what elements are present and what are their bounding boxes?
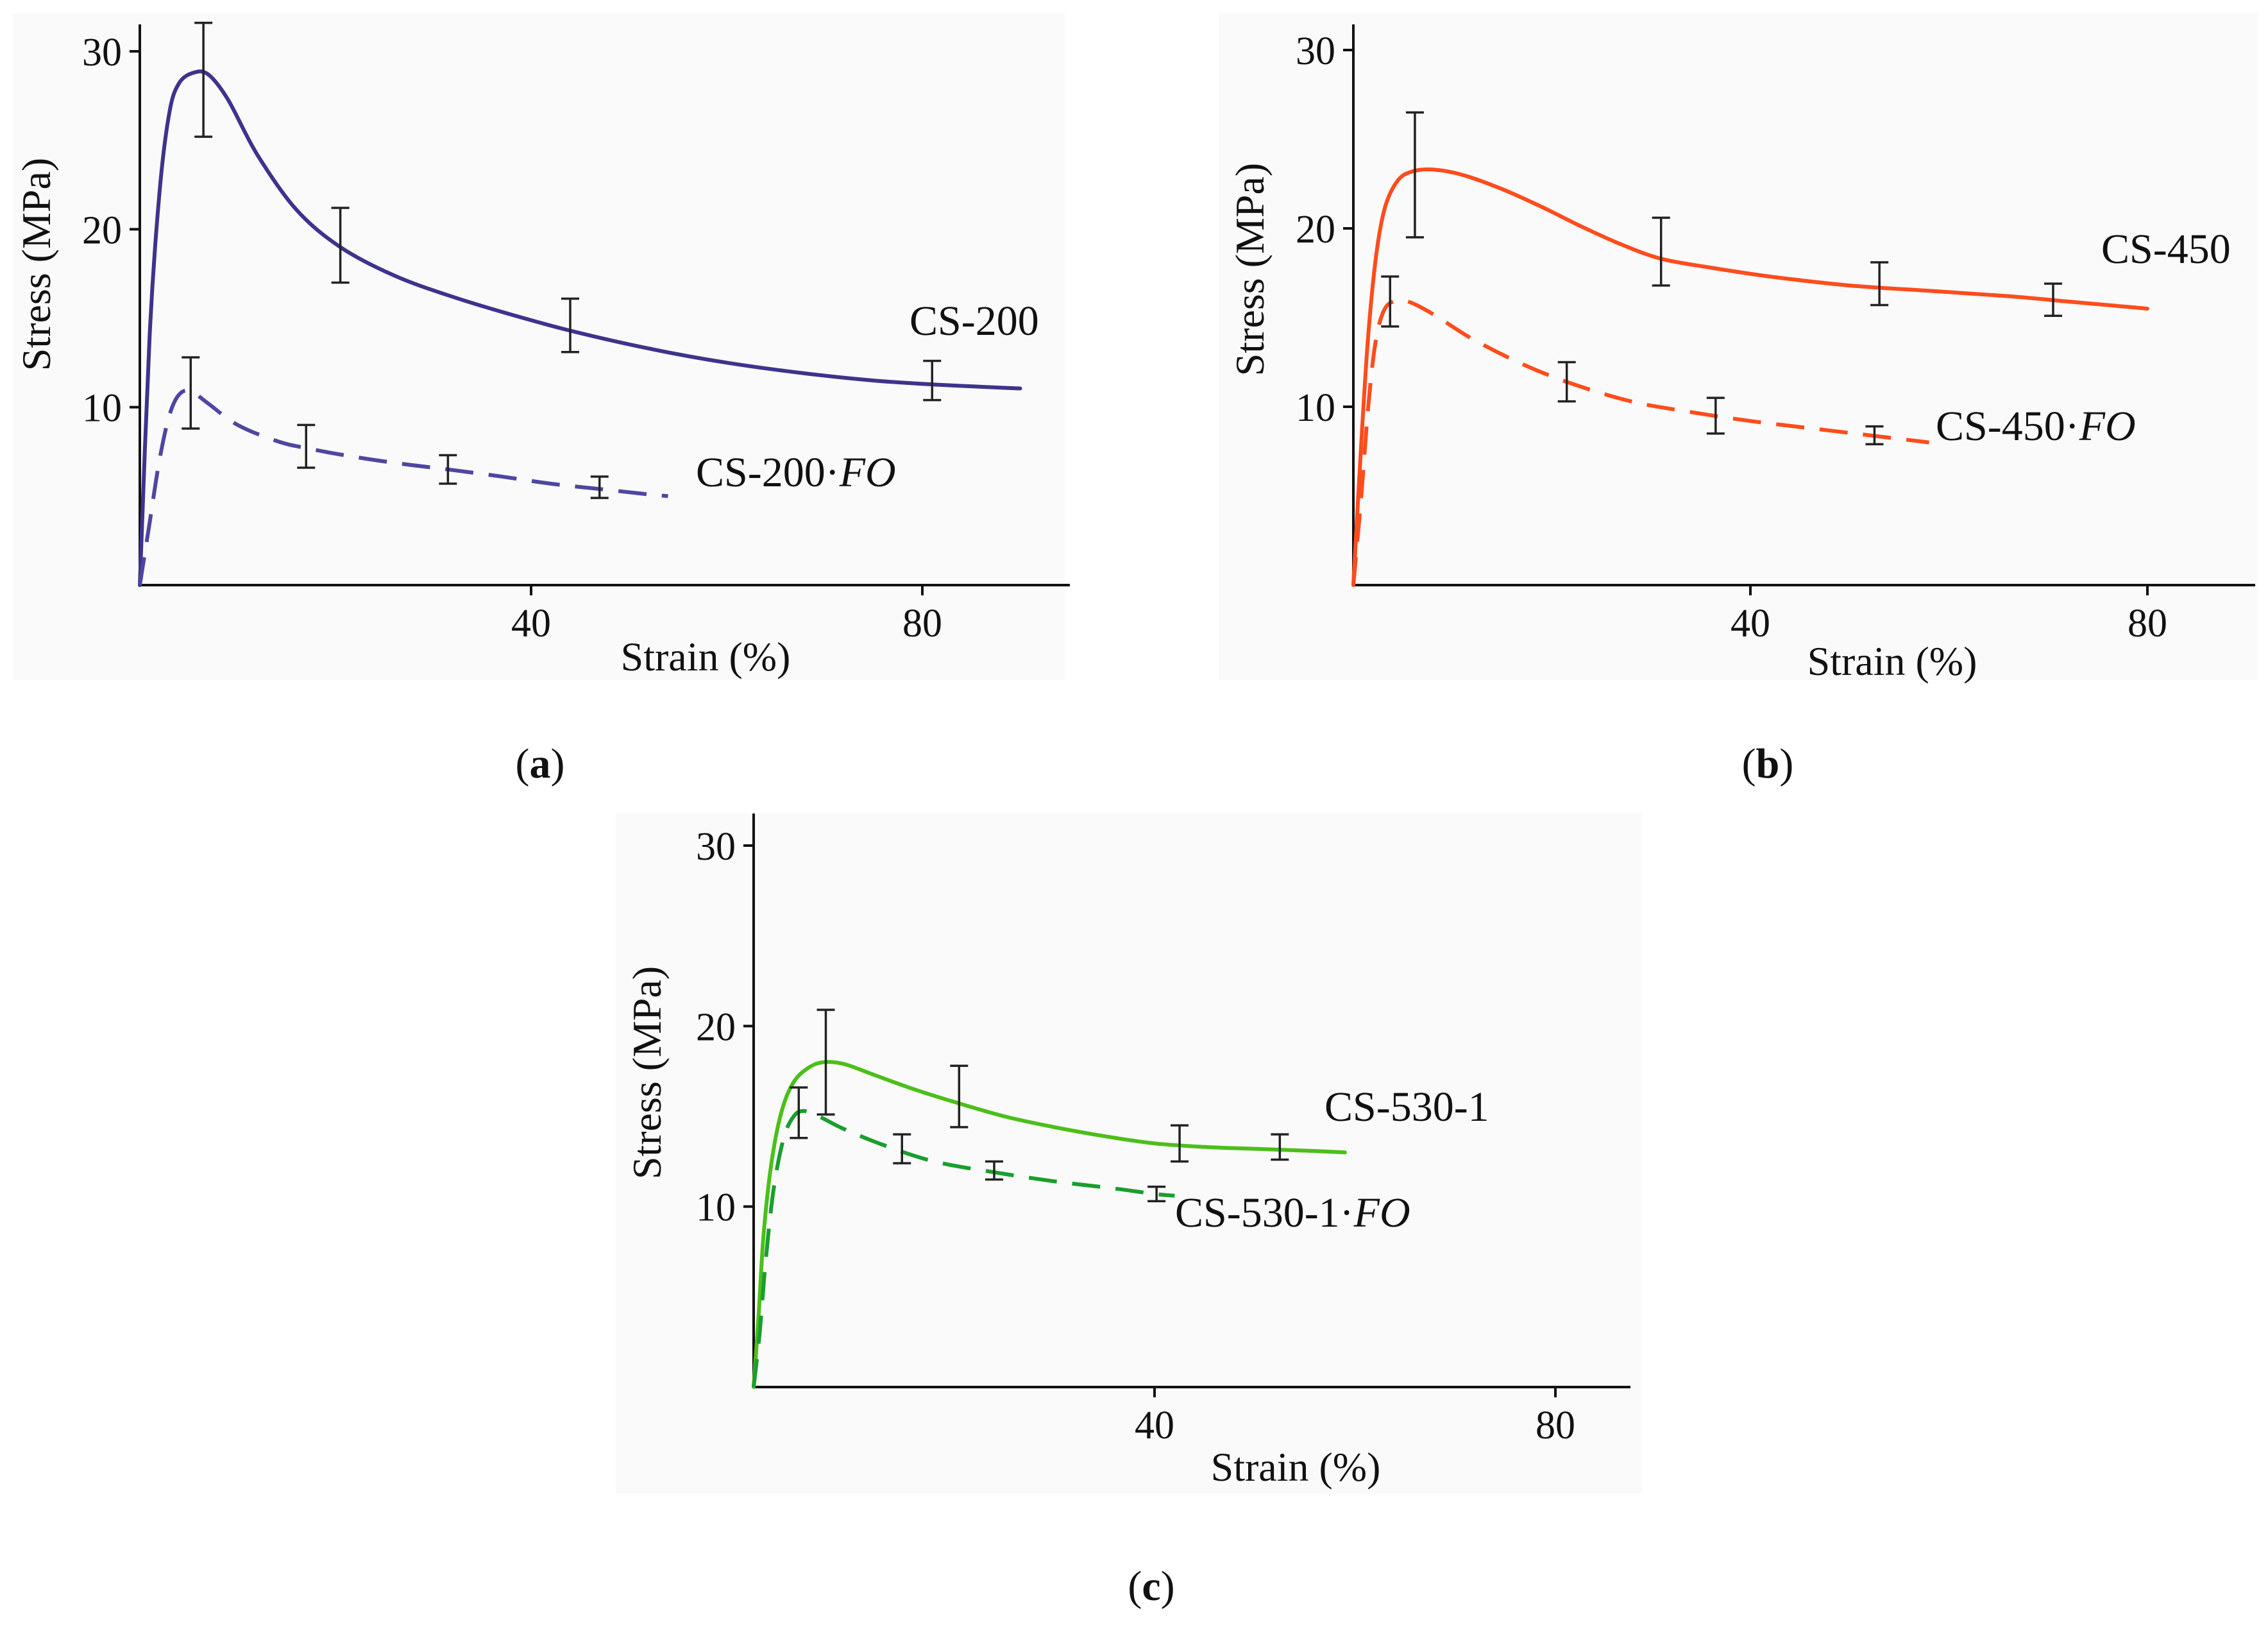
panel-c-error-bar-cs-530-1-fo-0 bbox=[790, 1086, 808, 1139]
panel-b-y-tick-label-2: 30 bbox=[1296, 30, 1335, 73]
panel-b-series-cs-450-fo-line bbox=[1351, 298, 1929, 586]
panel-c-error-bar-cs-530-1-2 bbox=[1171, 1124, 1189, 1163]
panel-b-label-cs-450-fo: CS-450·FO bbox=[1936, 403, 2136, 450]
panel-c-error-bar-cs-530-1-1 bbox=[950, 1064, 969, 1129]
panel-b-error-bar-cs-450-fo-1 bbox=[1557, 361, 1576, 403]
panel-b-plot-area: 40 80 10 20 30 bbox=[1296, 24, 2255, 645]
panel-a-error-bar-cs-200-3 bbox=[923, 359, 942, 402]
panel-c-x-ticks: 40 80 bbox=[1135, 1387, 1575, 1447]
panel-a-y-tick-label-2: 30 bbox=[82, 31, 122, 74]
panel-c-y-ticks: 10 20 30 bbox=[696, 825, 754, 1230]
panel-a-error-bar-cs-200-1 bbox=[331, 207, 350, 284]
panel-a-x-tick-label-1: 80 bbox=[902, 602, 942, 645]
panel-b-error-bar-cs-450-fo-0 bbox=[1381, 275, 1400, 328]
panel-a-label-cs-200: CS-200 bbox=[910, 298, 1039, 345]
panel-b-label-cs-450-fo-suffix: FO bbox=[2079, 403, 2136, 450]
panel-b-error-bar-cs-450-3 bbox=[2044, 282, 2062, 317]
panel-c-y-tick-label-1: 20 bbox=[696, 1005, 736, 1049]
panel-c-error-bar-cs-530-1-fo-1 bbox=[893, 1133, 911, 1164]
panel-b-caption: (b) bbox=[1742, 740, 1794, 787]
panel-a-error-bar-cs-200-2 bbox=[561, 297, 579, 354]
panel-a-series-cs-200-line bbox=[138, 69, 1022, 587]
panel-c-plot-area: 40 80 10 20 30 bbox=[696, 814, 1630, 1447]
panel-b-error-bars bbox=[1381, 111, 2062, 446]
panel-c-label-cs-530-1-fo-main: CS-530-1· bbox=[1175, 1189, 1354, 1236]
panel-b-series-cs-450-line bbox=[1351, 167, 2149, 587]
panel-c-error-bar-cs-530-1-fo-2 bbox=[985, 1160, 1003, 1181]
panel-b-y-axis-label: Stress (MPa) bbox=[1227, 163, 1273, 376]
panel-b-label-cs-450-fo-main: CS-450· bbox=[1936, 403, 2079, 450]
panel-b-x-tick-label-0: 40 bbox=[1731, 602, 1770, 645]
panel-a-label-cs-200-main: CS-200 bbox=[910, 298, 1039, 345]
panel-c-y-axis-label: Stress (MPa) bbox=[624, 966, 670, 1179]
panel-c-background bbox=[616, 814, 1642, 1494]
panel-b-error-bar-cs-450-fo-3 bbox=[1865, 425, 1884, 446]
panel-a-caption: (a) bbox=[516, 740, 565, 787]
panel-c-caption: (c) bbox=[1128, 1563, 1174, 1610]
panel-c-error-bar-cs-530-1-0 bbox=[817, 1009, 835, 1116]
panel-b-error-bar-cs-450-2 bbox=[1870, 261, 1889, 307]
panel-b-y-tick-label-1: 20 bbox=[1296, 208, 1335, 251]
panel-c: 40 80 10 20 30 Strain (%) Stress (MPa) C… bbox=[616, 814, 1642, 1610]
panel-a-error-bars bbox=[182, 21, 942, 499]
panel-a-error-bar-cs-200-fo-0 bbox=[182, 356, 200, 430]
panel-b-y-tick-label-0: 10 bbox=[1296, 386, 1335, 430]
panel-c-x-axis-label: Strain (%) bbox=[1211, 1444, 1381, 1490]
panel-c-error-bar-cs-530-1-fo-3 bbox=[1147, 1185, 1166, 1202]
panel-a-error-bar-cs-200-fo-3 bbox=[590, 475, 609, 499]
panel-c-label-cs-530-1-fo: CS-530-1·FO bbox=[1175, 1189, 1410, 1236]
panel-c-error-bar-cs-530-1-3 bbox=[1271, 1133, 1289, 1161]
panel-c-series-cs-530-1-line bbox=[752, 1060, 1347, 1389]
panel-c-label-cs-530-1: CS-530-1 bbox=[1324, 1084, 1489, 1130]
panel-a-series-cs-200-fo-line bbox=[138, 388, 668, 586]
panel-b-error-bar-cs-450-fo-2 bbox=[1706, 396, 1725, 435]
panel-b-x-ticks: 40 80 bbox=[1731, 585, 2167, 645]
panel-b: 40 80 10 20 30 Strain (%) Stress (MPa) C… bbox=[1219, 13, 2258, 787]
panel-b-label-cs-450: CS-450 bbox=[2101, 226, 2231, 273]
panel-a-x-ticks: 40 80 bbox=[511, 585, 942, 645]
panel-a-label-cs-200-fo-suffix: FO bbox=[839, 449, 896, 496]
panel-a-label-cs-200-fo-main: CS-200· bbox=[696, 449, 840, 496]
panel-c-label-cs-530-1-main: CS-530-1 bbox=[1324, 1084, 1489, 1130]
panel-a-x-tick-label-0: 40 bbox=[511, 602, 551, 645]
panel-a-error-bar-cs-200-fo-1 bbox=[297, 423, 316, 469]
panel-a-y-axis-label: Stress (MPa) bbox=[13, 158, 59, 371]
panel-b-error-bar-cs-450-0 bbox=[1405, 111, 1424, 239]
panel-c-y-tick-label-2: 30 bbox=[696, 825, 736, 869]
panel-a-y-tick-label-1: 20 bbox=[82, 209, 122, 252]
panel-a-label-cs-200-fo: CS-200·FO bbox=[696, 449, 896, 496]
panel-a-error-bar-cs-200-0 bbox=[194, 21, 213, 138]
panel-b-error-bar-cs-450-1 bbox=[1652, 216, 1670, 287]
panel-a-y-ticks: 10 20 30 bbox=[82, 31, 140, 430]
panel-c-label-cs-530-1-fo-suffix: FO bbox=[1353, 1189, 1410, 1236]
panel-c-error-bars bbox=[790, 1009, 1289, 1202]
panel-a-x-axis-label: Strain (%) bbox=[621, 634, 791, 679]
panel-b-background bbox=[1219, 13, 2258, 680]
panel-c-series-cs-530-1-fo-line bbox=[752, 1109, 1175, 1388]
panel-b-x-tick-label-1: 80 bbox=[2128, 602, 2167, 645]
panel-c-x-tick-label-0: 40 bbox=[1135, 1404, 1174, 1447]
panel-b-label-cs-450-main: CS-450 bbox=[2101, 226, 2231, 273]
panel-a: 40 80 10 20 30 Strain (%) Stress (MPa) C… bbox=[13, 13, 1070, 787]
panel-a-y-tick-label-0: 10 bbox=[82, 387, 122, 430]
panel-b-caption-letter: b bbox=[1756, 740, 1780, 787]
panel-a-background bbox=[13, 13, 1065, 680]
panel-c-y-tick-label-0: 10 bbox=[696, 1186, 736, 1230]
panel-b-y-ticks: 10 20 30 bbox=[1296, 30, 1353, 430]
panel-c-caption-letter: c bbox=[1142, 1563, 1160, 1610]
panel-b-x-axis-label: Strain (%) bbox=[1807, 638, 1977, 684]
panel-a-plot-area: 40 80 10 20 30 bbox=[82, 21, 1070, 645]
panel-c-x-tick-label-1: 80 bbox=[1536, 1404, 1575, 1447]
panel-a-caption-letter: a bbox=[530, 740, 551, 787]
panel-a-error-bar-cs-200-fo-2 bbox=[439, 454, 457, 485]
